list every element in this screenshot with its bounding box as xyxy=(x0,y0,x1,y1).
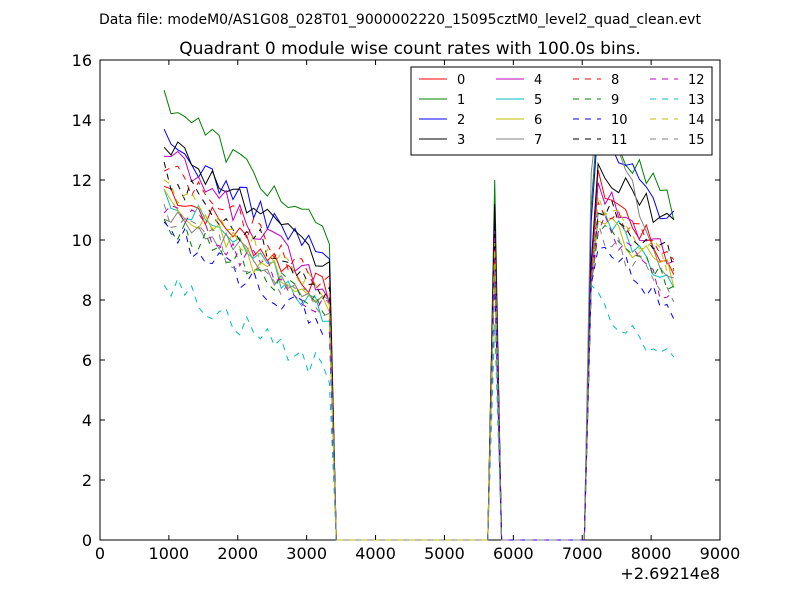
x-tick-label: 0 xyxy=(95,544,105,563)
x-tick-label: 7000 xyxy=(562,544,603,563)
x-tick-label: 4000 xyxy=(355,544,396,563)
x-tick-label: 1000 xyxy=(149,544,190,563)
legend-label-2: 2 xyxy=(457,113,465,128)
series-line-13 xyxy=(163,277,675,541)
y-tick-label: 10 xyxy=(72,231,92,250)
y-tick-label: 0 xyxy=(82,531,92,550)
y-tick-label: 14 xyxy=(72,111,92,130)
x-axis: 0 1000 2000 3000 4000 5000 6000 7000 8000 9000 xyxy=(95,60,740,563)
legend-label-0: 0 xyxy=(457,73,465,88)
x-tick-label: 8000 xyxy=(631,544,672,563)
legend-label-11: 11 xyxy=(611,133,628,148)
series-line-9 xyxy=(163,218,675,541)
y-tick-label: 16 xyxy=(72,51,92,70)
plot-area: 0 1000 2000 3000 4000 5000 6000 7000 8000 9000 0 2… xyxy=(72,51,741,583)
legend-label-8: 8 xyxy=(611,73,619,88)
legend-label-5: 5 xyxy=(534,93,542,108)
legend-label-1: 1 xyxy=(457,93,465,108)
x-offset-label: +2.69214e8 xyxy=(620,564,720,583)
x-tick-label: 2000 xyxy=(217,544,258,563)
x-tick-label: 6000 xyxy=(493,544,534,563)
y-tick-label: 8 xyxy=(82,291,92,310)
series-line-15 xyxy=(163,203,675,541)
x-tick-label: 5000 xyxy=(424,544,465,563)
y-tick-label: 12 xyxy=(72,171,92,190)
series-line-10 xyxy=(163,221,675,541)
chart-title: Quadrant 0 module wise count rates with … xyxy=(179,39,640,59)
y-tick-label: 6 xyxy=(82,351,92,370)
suptitle: Data file: modeM0/AS1G08_028T01_90000022… xyxy=(99,12,701,28)
y-tick-label: 2 xyxy=(82,471,92,490)
legend-label-12: 12 xyxy=(688,73,705,88)
legend-label-6: 6 xyxy=(534,113,542,128)
y-tick-label: 4 xyxy=(82,411,92,430)
legend-label-15: 15 xyxy=(688,133,705,148)
series-line-14 xyxy=(163,179,674,541)
series-line-12 xyxy=(163,204,675,541)
legend-label-13: 13 xyxy=(688,93,705,108)
x-tick-label: 9000 xyxy=(700,544,741,563)
series-layer xyxy=(163,90,675,541)
legend-label-3: 3 xyxy=(457,133,465,148)
legend-label-4: 4 xyxy=(534,73,542,88)
x-tick-label: 3000 xyxy=(286,544,327,563)
legend-label-14: 14 xyxy=(688,113,705,128)
legend-label-7: 7 xyxy=(534,133,542,148)
series-line-1 xyxy=(163,90,675,541)
legend-label-9: 9 xyxy=(611,93,619,108)
legend-label-10: 10 xyxy=(611,113,628,128)
legend-box xyxy=(410,66,713,156)
